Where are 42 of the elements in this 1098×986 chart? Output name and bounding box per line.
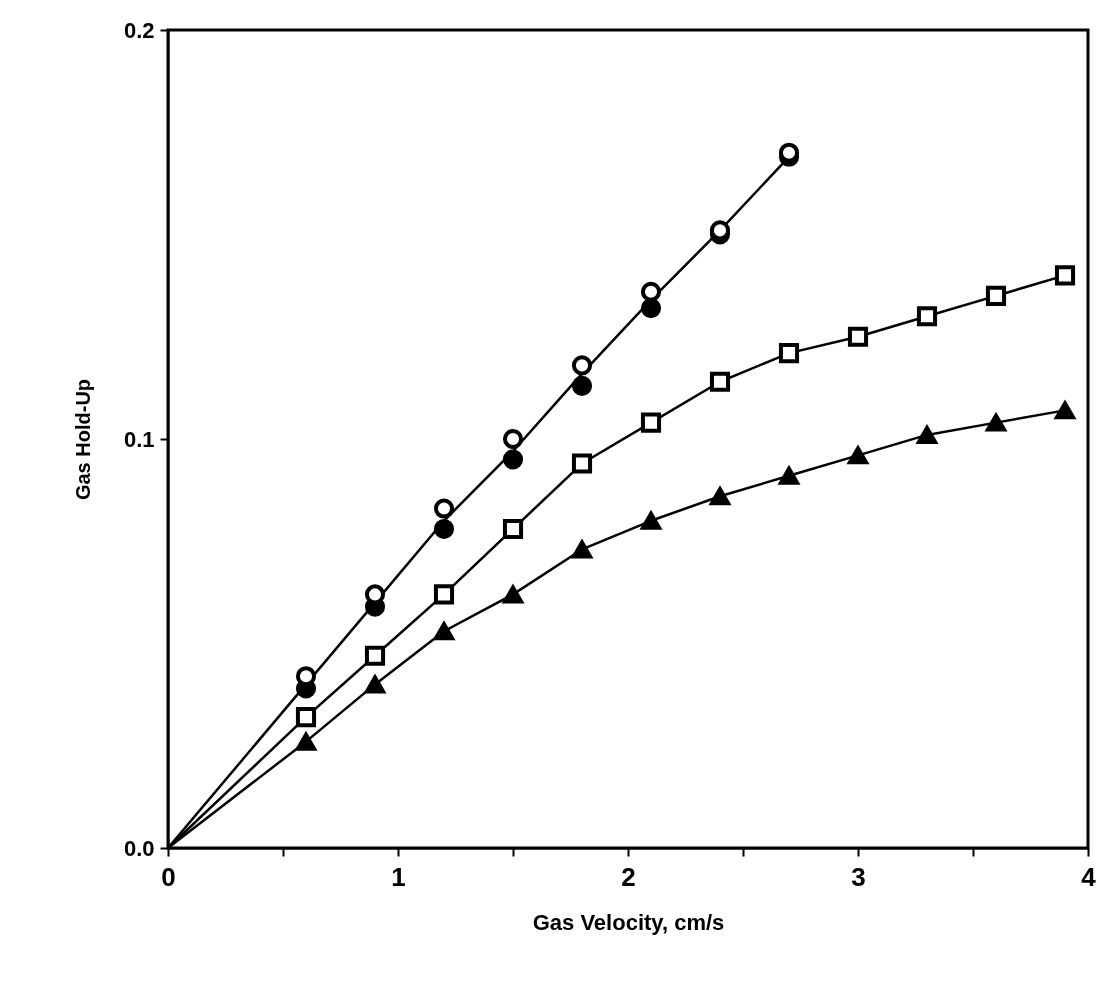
point xyxy=(1054,265,1076,286)
point xyxy=(847,326,869,347)
point xyxy=(709,487,731,506)
point xyxy=(916,306,938,327)
point xyxy=(709,371,731,392)
x-tick-label: 0 xyxy=(161,861,176,892)
point xyxy=(640,511,662,530)
x-tick-label: 1 xyxy=(391,861,406,892)
y-tick-label: 0.1 xyxy=(123,426,155,452)
y-tick-label: 0.0 xyxy=(123,835,155,861)
point xyxy=(502,449,524,470)
x-tick-label: 2 xyxy=(621,861,636,892)
point xyxy=(433,518,455,540)
x-tick-label: 4 xyxy=(1081,861,1097,892)
point xyxy=(640,298,662,319)
point xyxy=(502,585,524,604)
y-axis-title: Gas Hold-Up xyxy=(71,378,94,501)
point xyxy=(778,343,800,364)
point xyxy=(433,622,455,641)
point xyxy=(1054,401,1076,420)
point xyxy=(502,518,524,540)
x-tick-label: 3 xyxy=(851,861,866,892)
y-tick-label: 0.2 xyxy=(123,17,155,43)
point xyxy=(295,707,317,728)
point xyxy=(295,732,317,751)
point xyxy=(571,375,593,396)
point xyxy=(502,428,524,450)
point xyxy=(364,645,386,666)
point xyxy=(571,355,593,376)
point xyxy=(847,446,869,465)
point xyxy=(985,413,1007,432)
point xyxy=(571,540,593,559)
point xyxy=(433,584,455,605)
x-axis-title: Gas Velocity, cm/s xyxy=(532,909,725,935)
point xyxy=(985,285,1007,306)
point xyxy=(640,281,662,302)
point xyxy=(778,466,800,485)
point xyxy=(640,412,662,433)
point xyxy=(916,425,938,444)
point xyxy=(433,498,455,519)
point xyxy=(364,675,386,694)
point xyxy=(571,453,593,474)
